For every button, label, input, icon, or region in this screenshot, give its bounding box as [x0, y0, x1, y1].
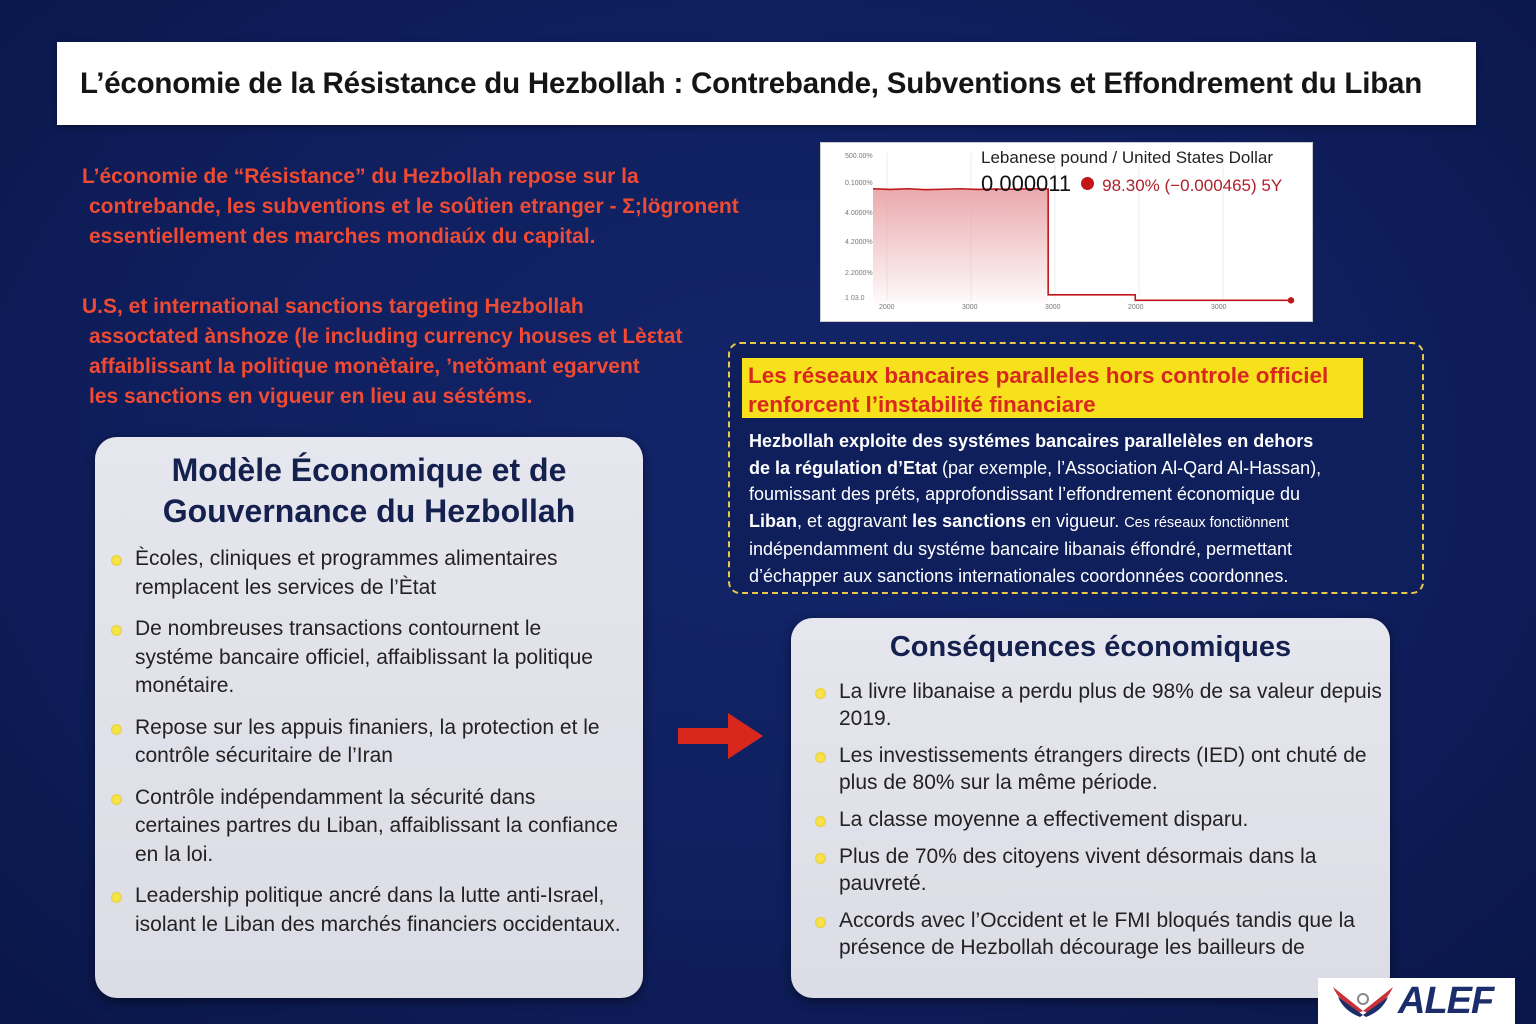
parallel-banking-heading: Les réseaux bancaires paralleles hors co…	[742, 358, 1363, 418]
body-segment: (par exemple, l’Association Al-Qard Al-H…	[937, 457, 1322, 478]
body-segment: foumissant des préts, approfondissant l’…	[749, 484, 1301, 504]
paragraph-line: les sanctions en vigueur en lieu au sést…	[89, 385, 533, 408]
last-point-marker	[1287, 297, 1295, 304]
arrow-right-icon	[678, 713, 763, 759]
paragraph-line: assoctated ànshoze (le including currenc…	[89, 325, 683, 348]
page-title: L’économie de la Résistance du Hezbollah…	[80, 66, 1423, 100]
chart-current-value: 0.000011	[981, 171, 1072, 196]
paragraph-line: L’économie de “Résistance” du Hezbollah …	[82, 165, 639, 188]
body-line: foumissant des préts, approfondissant l’…	[749, 481, 1409, 508]
parallel-banking-box: Les réseaux bancaires paralleles hors co…	[728, 342, 1424, 594]
body-line: indépendamment du systéme bancaire liban…	[749, 536, 1409, 563]
body-segment: Hezbollah exploite des systémes bancaire…	[749, 431, 1125, 451]
chart-plot: 500.00% 0.1000% 4.0000% 4.2000% 2.2000% 1 03.…	[845, 153, 1295, 311]
parallel-banking-body: Hezbollah exploite des systémes bancaire…	[749, 428, 1409, 589]
body-segment: Ces réseaux fonctiönnent	[1124, 514, 1289, 531]
y-tick-label: 0.1000%	[845, 180, 873, 187]
body-line: d’échapper aux sanctions internationales…	[749, 563, 1409, 590]
body-segment: Liban	[749, 510, 797, 531]
economic-model-title: Modèle Économique et de Gouvernance du H…	[95, 450, 643, 532]
chart-change: 98.30% (−0.000465) 5Y	[1102, 176, 1283, 195]
list-item: Leadership politique ancré dans la lutte…	[95, 882, 625, 939]
list-item: Ècoles, cliniques et programmes alimenta…	[95, 545, 625, 602]
y-tick-label: 4.2000%	[845, 239, 873, 246]
list-item: Contrôle indépendamment la sécurité dans…	[95, 784, 625, 870]
list-item: Les investissements étrangers directs (I…	[799, 742, 1389, 796]
paragraph-line: U.S, et international sanctions targetin…	[82, 295, 584, 318]
sanctions-paragraph: U.S, et international sanctions targetin…	[82, 292, 682, 412]
body-line: Hezbollah exploite des systémes bancaire…	[749, 428, 1409, 455]
x-tick-label: 3000	[1211, 304, 1227, 311]
y-tick-label: 4.0000%	[845, 210, 873, 217]
y-tick-label: 2.2000%	[845, 270, 873, 277]
economic-model-card: Modèle Économique et de Gouvernance du H…	[95, 437, 643, 998]
x-tick-label: 2000	[1128, 304, 1144, 311]
body-segment: indépendamment du systéme bancaire liban…	[749, 539, 1292, 559]
logo-text: ALEF	[1398, 979, 1494, 1022]
body-segment: en vigueur.	[1026, 510, 1125, 531]
body-line: Liban, et aggravant les sanctions en vig…	[749, 508, 1409, 537]
intro-paragraph: L’économie de “Résistance” du Hezbollah …	[82, 162, 739, 252]
heading-line: Les réseaux bancaires paralleles hors co…	[748, 363, 1329, 388]
list-item: Plus de 70% des citoyens vivent désormai…	[799, 843, 1389, 897]
list-item: De nombreuses transactions contournent l…	[95, 615, 625, 701]
heading-line: renforcent l’instabilité financiare	[748, 392, 1096, 417]
paragraph-line: contrebande, les subventions et le soûti…	[89, 195, 739, 218]
list-item: La classe moyenne a effectivement dispar…	[799, 806, 1389, 833]
body-segment: , et aggravant	[797, 510, 913, 531]
body-line: de la régulation d’Etat (par exemple, l’…	[749, 455, 1409, 482]
list-item: La livre libanaise a perdu plus de 98% d…	[799, 678, 1389, 732]
x-tick-label: 3000	[1045, 304, 1061, 311]
title-bar: L’économie de la Résistance du Hezbollah…	[57, 42, 1476, 125]
consequences-title: Conséquences économiques	[889, 631, 1292, 663]
area-fill	[873, 188, 1049, 303]
x-tick-label: 3000	[962, 304, 978, 311]
paragraph-line: affaiblissant la politique monètaire, ’n…	[89, 355, 640, 378]
alef-logo: ALEF	[1318, 978, 1515, 1024]
title-line: Modèle Économique et de	[171, 452, 567, 488]
consequences-list: La livre libanaise a perdu plus de 98% d…	[799, 678, 1389, 971]
economic-model-list: Ècoles, cliniques et programmes alimenta…	[95, 545, 625, 952]
body-segment: parallelèles en dehors	[1124, 431, 1314, 451]
body-segment: d’échapper aux sanctions internationales…	[749, 565, 1289, 586]
list-item: Repose sur les appuis finaniers, la prot…	[95, 714, 625, 771]
chart-value-row: 0.000011 98.30% (−0.000465) 5Y	[981, 171, 1282, 197]
y-tick-label: 500.00%	[845, 153, 873, 160]
title-line: Gouvernance du Hezbollah	[162, 493, 576, 529]
x-tick-label: 2000	[879, 304, 895, 311]
y-tick-label: 1 03.0	[845, 295, 865, 302]
paragraph-line: essentiellement des marches mondiaúx du …	[89, 225, 596, 248]
wings-icon	[1333, 987, 1393, 1017]
body-segment: de la régulation d’Etat	[749, 457, 938, 478]
body-segment: les sanctions	[912, 510, 1027, 531]
chart-title: Lebanese pound / United States Dollar	[981, 148, 1274, 167]
exchange-rate-chart: 500.00% 0.1000% 4.0000% 4.2000% 2.2000% 1 03.…	[820, 142, 1313, 322]
down-indicator-icon	[1081, 177, 1095, 190]
consequences-card: Conséquences économiques La livre libana…	[791, 618, 1390, 998]
list-item: Accords avec l’Occident et le FMI bloqué…	[799, 907, 1389, 961]
series-line	[872, 187, 1291, 302]
